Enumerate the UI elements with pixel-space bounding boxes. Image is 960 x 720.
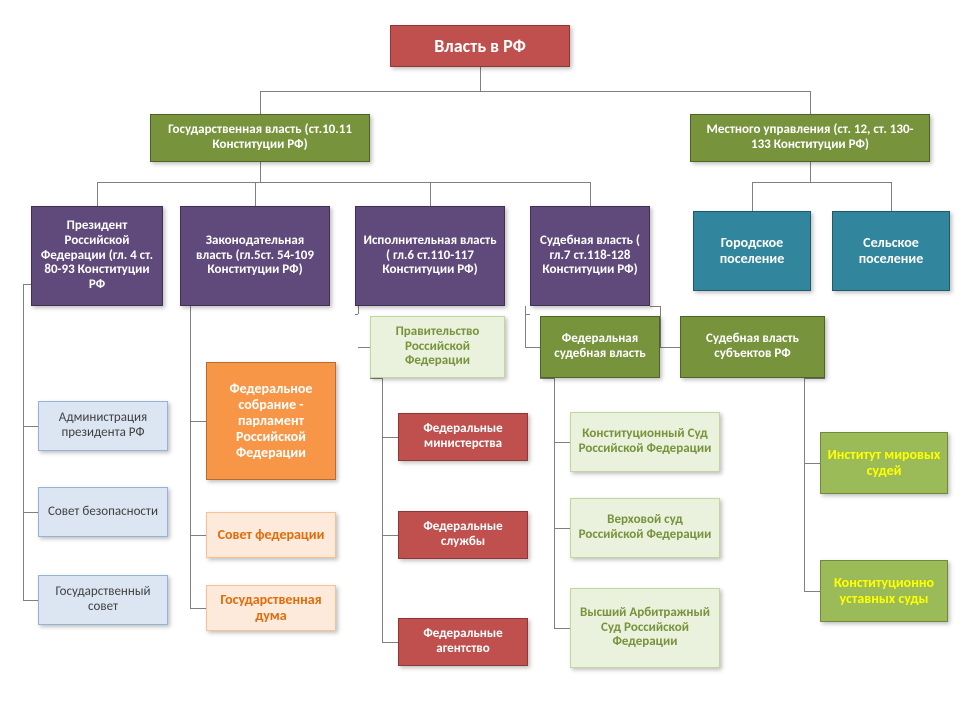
connector <box>190 535 206 536</box>
node-exec: Исполнительная власть ( гл.6 ст.110-117 … <box>355 206 505 306</box>
connector <box>804 378 805 591</box>
connector <box>358 347 370 348</box>
connector <box>804 591 820 592</box>
connector <box>480 67 481 91</box>
node-vas: Высший Арбитражный Суд Российской Федера… <box>570 588 720 668</box>
node-ust: Конституционно уставных суды <box>820 560 948 622</box>
node-root: Власть в РФ <box>390 25 570 67</box>
node-president: Президент Российской Федерации (гл. 4 ст… <box>31 206 163 306</box>
connector <box>752 182 891 183</box>
connector <box>23 284 31 285</box>
connector <box>23 512 38 513</box>
node-admin: Администрация президента РФ <box>38 401 168 451</box>
connector <box>382 535 398 536</box>
node-fedagency: Федеральные агентство <box>398 618 528 666</box>
node-subj_jud: Судебная власть субъектов РФ <box>680 316 825 378</box>
node-statecoun: Государственный совет <box>38 575 168 625</box>
connector <box>804 463 820 464</box>
connector <box>260 162 261 182</box>
org-chart-stage: Власть в РФ Государственная власть (ст.10… <box>0 0 960 720</box>
connector <box>810 162 811 182</box>
connector <box>23 284 24 600</box>
connector <box>554 442 570 443</box>
node-fedmin: Федеральные министерства <box>398 413 528 461</box>
node-city: Городское поселение <box>693 211 811 291</box>
connector <box>190 421 206 422</box>
node-sovfed: Совет федерации <box>206 512 336 558</box>
connector <box>190 284 191 608</box>
node-ks: Конституционный Суд Российской Федерации <box>570 412 720 472</box>
connector <box>355 314 358 315</box>
node-gosduma: Государственная дума <box>206 585 336 631</box>
connector <box>525 347 540 348</box>
node-mir: Институт мировых судей <box>820 432 948 494</box>
connector <box>660 306 661 347</box>
node-seccoun: Совет безопасности <box>38 487 168 537</box>
connector <box>650 306 660 307</box>
connector <box>97 182 590 183</box>
connector <box>23 600 38 601</box>
connector <box>752 182 753 211</box>
connector <box>430 182 431 206</box>
node-fed_jud: Федеральная судебная власть <box>540 316 660 378</box>
connector <box>804 378 825 379</box>
connector <box>190 608 206 609</box>
node-fedsobr: Федеральное собрание - парламент Российс… <box>206 362 336 480</box>
node-local: Местного управления (ст. 12, ст. 130-133… <box>690 114 930 162</box>
node-vs: Верховой суд Российской Федерации <box>570 498 720 558</box>
node-fedserv: Федеральные службы <box>398 511 528 559</box>
node-gov: Государственная власть (ст.10.11 Констит… <box>150 114 370 162</box>
node-village: Сельское поселение <box>832 211 950 291</box>
connector <box>260 91 261 114</box>
connector <box>554 528 570 529</box>
connector <box>891 182 892 211</box>
node-gov_pres: Правительство Российской Федерации <box>370 316 505 378</box>
connector <box>23 426 38 427</box>
connector <box>382 642 398 643</box>
node-legis: Законодательная власть (гл.5ст. 54-109 К… <box>180 206 330 306</box>
connector <box>525 314 530 315</box>
connector <box>260 91 810 92</box>
node-judic: Судебная власть ( гл.7 ст.118-128 Консти… <box>530 206 650 306</box>
connector <box>370 378 382 379</box>
connector <box>97 182 98 206</box>
connector <box>358 306 359 314</box>
connector <box>382 378 383 642</box>
connector <box>382 437 398 438</box>
connector <box>525 306 526 347</box>
connector <box>810 91 811 114</box>
connector <box>540 378 554 379</box>
connector <box>554 378 555 628</box>
connector <box>554 628 570 629</box>
connector <box>255 182 256 206</box>
connector <box>590 182 591 206</box>
